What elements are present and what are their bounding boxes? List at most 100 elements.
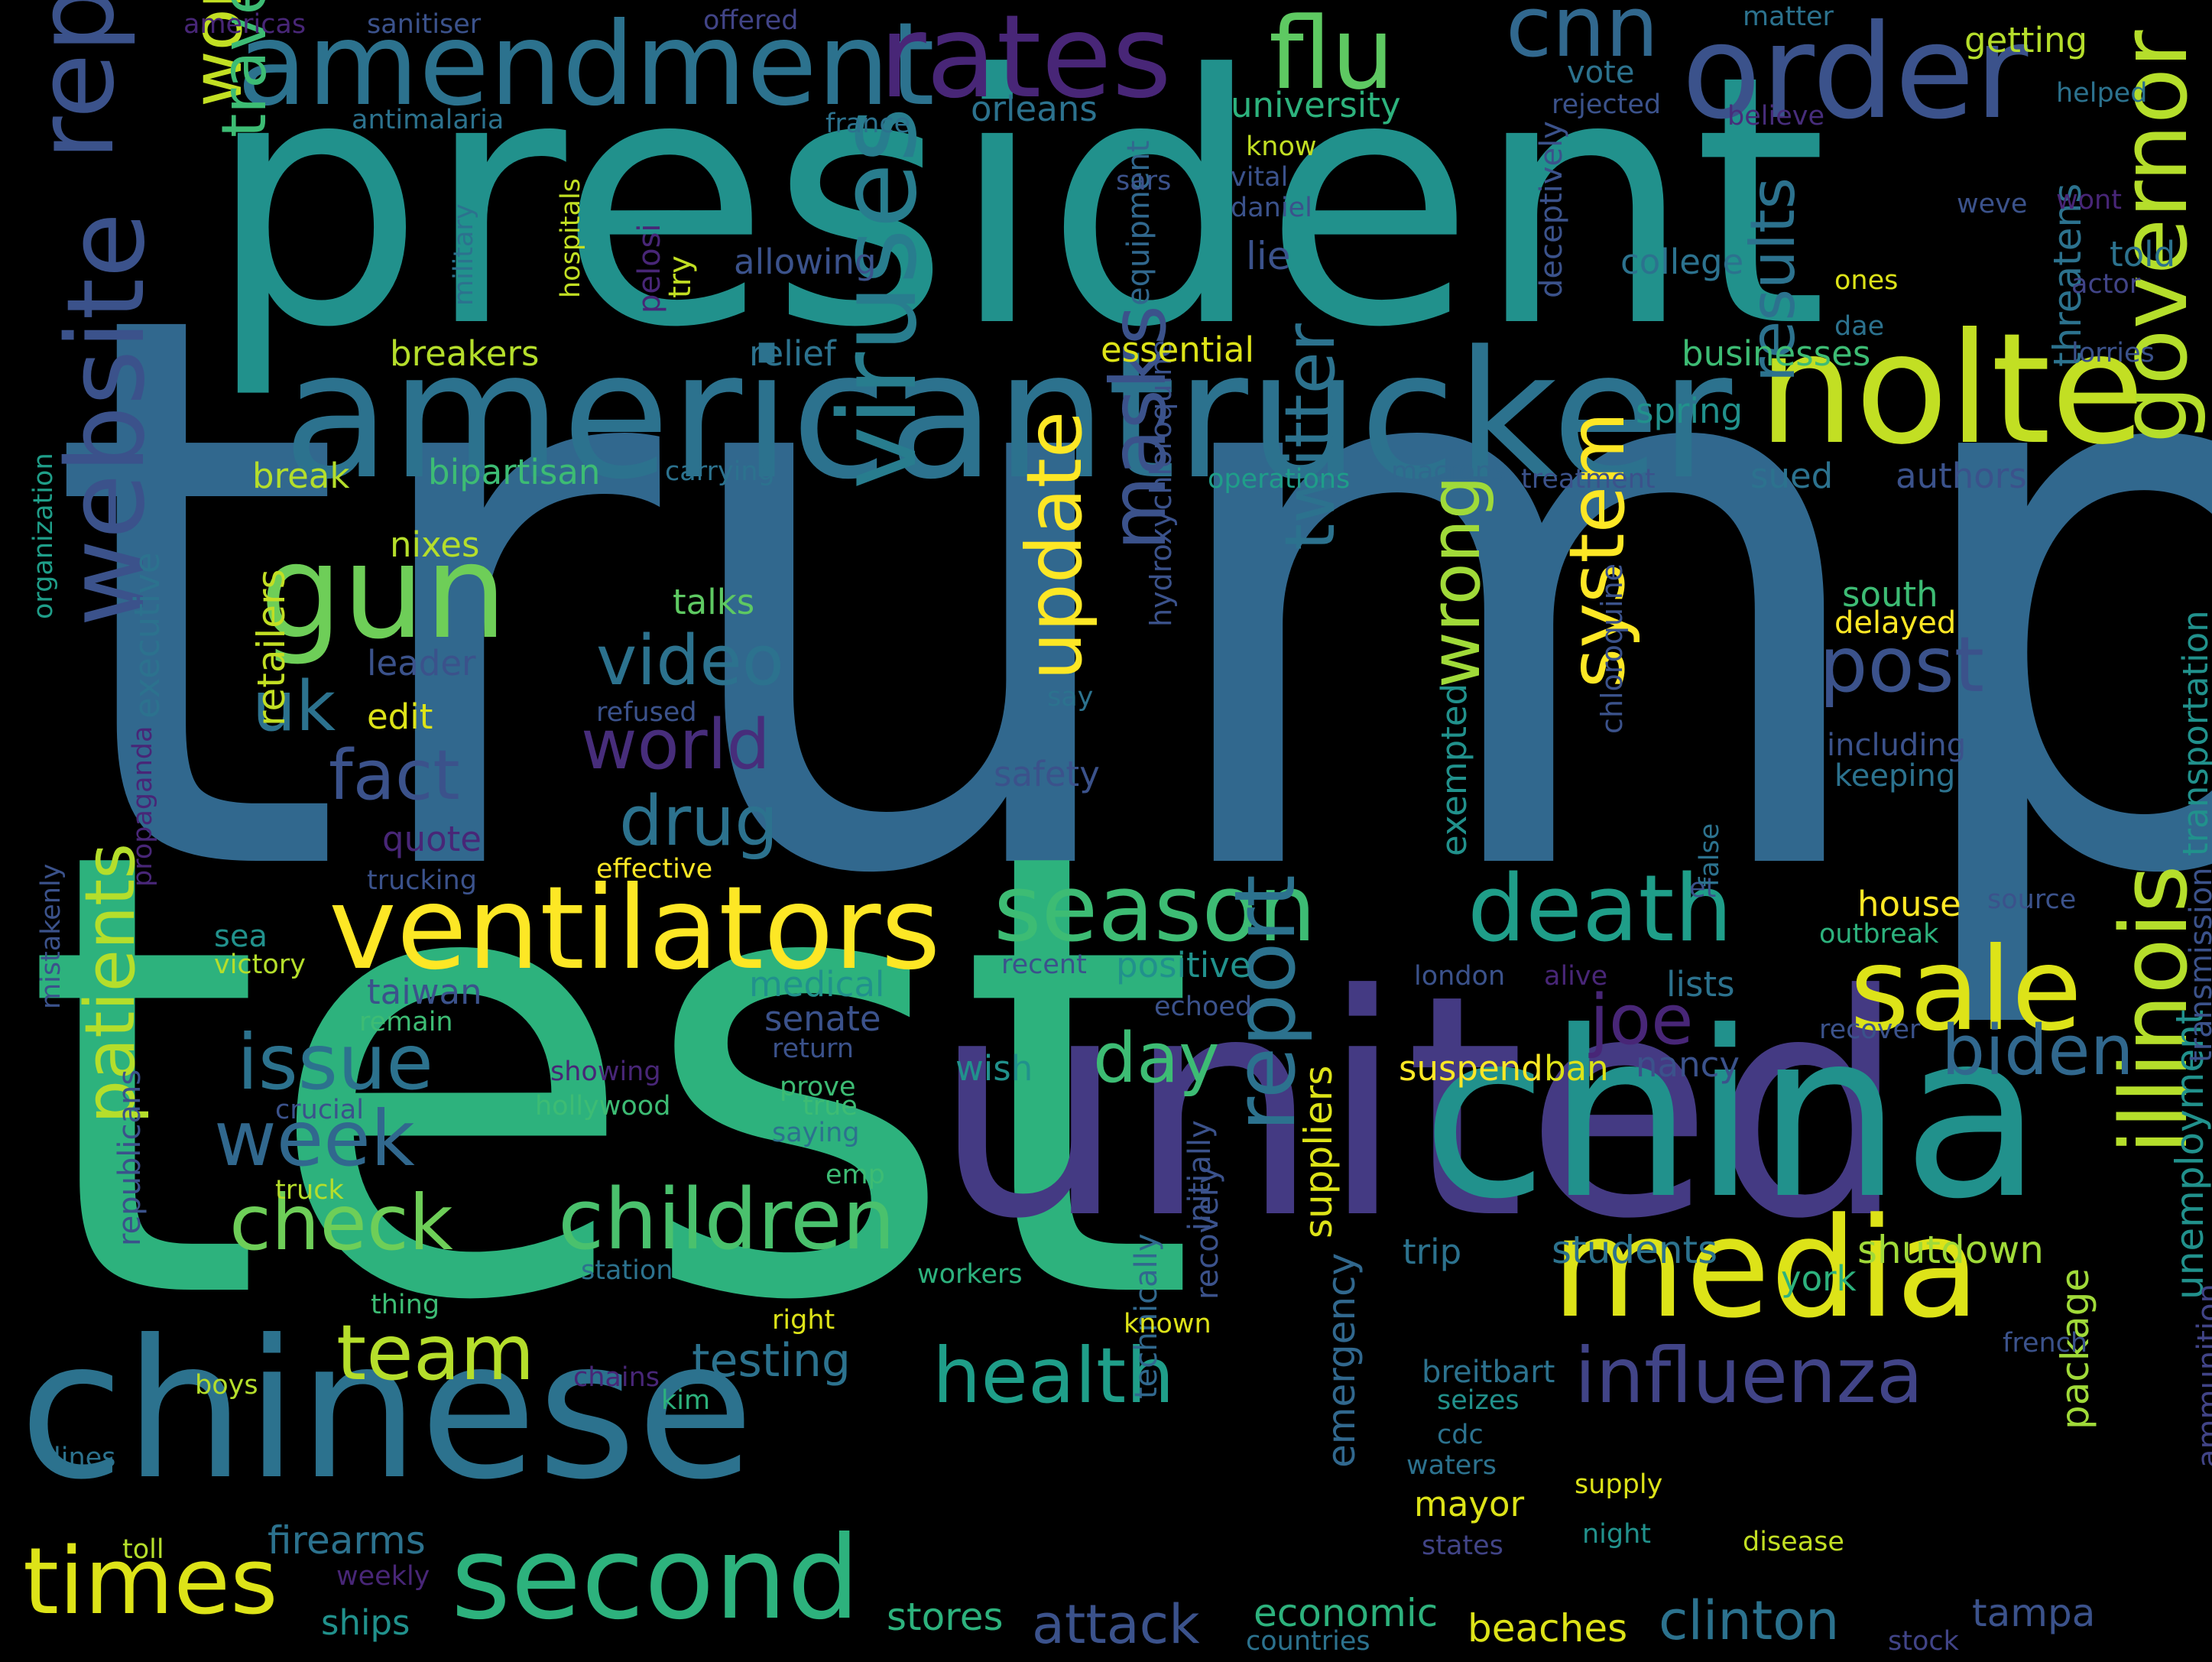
word-cnn: cnn (1506, 0, 1659, 76)
word-nancy: nancy (1636, 1044, 1740, 1085)
word-thing: thing (371, 1290, 440, 1320)
word-team: team (336, 1308, 535, 1397)
word-uk: uk (252, 667, 336, 747)
word-right: right (772, 1305, 835, 1336)
word-waters: waters (1406, 1450, 1497, 1481)
word-states: states (1422, 1531, 1503, 1561)
word-victory: victory (214, 949, 306, 980)
word-americantrucker: americantrucker (283, 314, 1733, 518)
word-test: test (23, 722, 1198, 1434)
word-joe: joe (1590, 980, 1694, 1060)
word-world: world (581, 705, 770, 785)
word-sars: sars (1116, 166, 1172, 196)
word-alive: alive (1544, 961, 1608, 992)
word-authors: authors (1896, 456, 2027, 496)
word-prove: prove (780, 1072, 856, 1102)
word-seizes: seizes (1437, 1385, 1520, 1416)
word-hospitals: hospitals (556, 178, 586, 298)
word-mistakenly: mistakenly (36, 863, 66, 1009)
word-workers: workers (917, 1259, 1023, 1290)
word-senate: senate (764, 998, 881, 1039)
word-hollywood: hollywood (535, 1091, 671, 1122)
word-know: know (1246, 131, 1317, 162)
word-rates: rates (879, 0, 1172, 124)
word-executive: executive (127, 552, 167, 719)
word-crucial: crucial (275, 1095, 364, 1125)
word-college: college (1620, 242, 1744, 282)
word-sanitiser: sanitiser (367, 9, 482, 40)
word-transmission: transmission (2184, 867, 2212, 1063)
word-talks: talks (673, 582, 755, 622)
word-weve: weve (1957, 189, 2028, 219)
word-post: post (1819, 620, 1984, 709)
word-influenza: influenza (1575, 1331, 1924, 1420)
word-season: season (994, 856, 1316, 962)
word-allowing: allowing (734, 242, 877, 282)
word-lorries: lorries (2071, 338, 2155, 368)
word-station: station (581, 1255, 673, 1286)
word-suppliers: suppliers (1296, 1065, 1341, 1238)
word-offered: offered (703, 5, 799, 36)
word-known: known (1124, 1309, 1211, 1339)
word-matter: matter (1743, 2, 1834, 32)
word-source: source (1987, 885, 2077, 915)
word-chains: chains (573, 1362, 660, 1393)
word-president: president (206, 2, 1828, 403)
word-suspend: suspend (1399, 1048, 1543, 1089)
word-spring: spring (1636, 391, 1743, 431)
word-disease: disease (1743, 1527, 1844, 1557)
word-emp: emp (825, 1160, 885, 1190)
word-firearms: firearms (268, 1518, 426, 1563)
word-university: university (1231, 85, 1401, 125)
word-times: times (23, 1529, 278, 1635)
word-echoed: echoed (1154, 992, 1253, 1022)
word-taiwan: taiwan (367, 972, 482, 1012)
word-delayed: delayed (1834, 605, 1957, 641)
word-trip: trip (1403, 1232, 1462, 1272)
word-military: military (449, 203, 479, 306)
word-medical: medical (749, 964, 885, 1005)
word-chinese: chinese (19, 1299, 754, 1521)
word-wrong: wrong (1416, 476, 1496, 688)
word-relief: relief (749, 333, 836, 374)
word-pelosi: pelosi (632, 223, 667, 313)
word-true: true (803, 1091, 858, 1122)
word-reported: reported (14, 0, 138, 161)
word-breitbart: breitbart (1422, 1355, 1555, 1390)
word-carrying: carrying (665, 456, 775, 487)
word-ventilators: ventilators (329, 862, 941, 995)
word-tampa: tampa (1972, 1591, 2096, 1635)
word-lines: lines (54, 1443, 116, 1473)
word-ban: ban (1544, 1048, 1609, 1089)
word-equipment: equipment (1121, 140, 1156, 306)
word-effective: effective (596, 854, 713, 885)
word-fact: fact (329, 735, 460, 816)
word-et: et (1689, 873, 1717, 904)
word-trucking: trucking (367, 865, 477, 896)
word-vote: vote (1567, 55, 1635, 90)
word-boys: boys (195, 1370, 258, 1401)
word-leader: leader (367, 643, 476, 683)
word-believe: believe (1727, 101, 1824, 131)
word-order: order (1682, 0, 2029, 148)
word-rejected: rejected (1552, 89, 1662, 120)
word-keeping: keeping (1834, 758, 1956, 794)
word-including: including (1827, 728, 1967, 763)
word-toll: toll (122, 1534, 164, 1565)
word-day: day (1093, 1018, 1220, 1099)
word-saying: saying (772, 1118, 860, 1148)
word-clinton: clinton (1659, 1589, 1840, 1652)
word-flu: flu (1269, 0, 1395, 112)
word-sued: sued (1750, 456, 1834, 496)
word-stores: stores (887, 1595, 1004, 1639)
word-france: france (825, 109, 911, 139)
word-refused: refused (596, 697, 697, 728)
word-edit: edit (367, 696, 433, 737)
word-positive: positive (1116, 945, 1251, 985)
word-deceptively: deceptively (1534, 121, 1569, 298)
word-breakers: breakers (390, 333, 540, 374)
word-check: check (229, 1178, 453, 1268)
word-death: death (1468, 856, 1733, 962)
word-south: south (1842, 574, 1938, 615)
